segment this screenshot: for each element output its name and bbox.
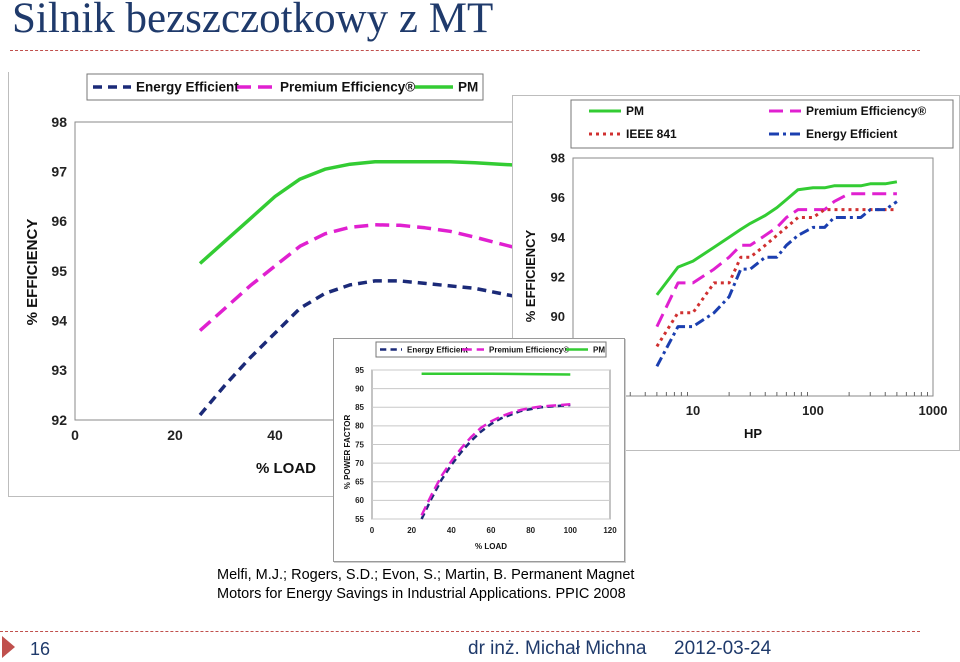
legend-label: Premium Efficiency® xyxy=(806,104,926,118)
footer-divider xyxy=(0,631,920,632)
slide-marker-icon xyxy=(2,636,15,658)
series-line xyxy=(198,223,521,332)
x-tick-label: 1000 xyxy=(919,403,948,418)
x-tick-label: 20 xyxy=(167,427,183,443)
x-tick-label: 100 xyxy=(564,526,578,535)
y-tick-label: 97 xyxy=(51,164,67,180)
reference-citation: Melfi, M.J.; Rogers, S.D.; Evon, S.; Mar… xyxy=(217,566,634,604)
y-tick-label: 90 xyxy=(551,309,565,324)
series-line xyxy=(655,192,897,328)
footer-date: 2012-03-24 xyxy=(674,638,772,659)
y-tick-label: 94 xyxy=(551,230,566,245)
y-tick-label: 94 xyxy=(51,313,67,329)
y-tick-label: 60 xyxy=(355,496,364,505)
footer-author: dr inż. Michał Michna xyxy=(468,638,647,659)
legend-label: Energy Efficient xyxy=(136,80,239,95)
y-tick-label: 75 xyxy=(355,440,364,449)
y-tick-label: 96 xyxy=(551,190,565,205)
y-tick-label: 92 xyxy=(51,412,67,428)
series-line xyxy=(198,279,521,417)
y-axis-label: % POWER FACTOR xyxy=(343,415,352,490)
legend-label: PM xyxy=(458,80,478,95)
legend-label: Energy Efficient xyxy=(806,127,897,141)
y-tick-label: 80 xyxy=(355,422,364,431)
x-axis-label: HP xyxy=(744,426,762,441)
series-line xyxy=(655,208,897,348)
y-tick-label: 70 xyxy=(355,459,364,468)
legend-box xyxy=(375,341,607,358)
y-tick-label: 92 xyxy=(551,270,565,285)
legend-label: PM xyxy=(626,104,644,118)
x-tick-label: 80 xyxy=(526,526,535,535)
series-line xyxy=(420,403,571,516)
x-tick-label: 60 xyxy=(487,526,496,535)
power-factor-vs-load-plot: 55 60 65 70 75 80 85 90 95 0 20 40 60 80 100 120 % LOAD%… xyxy=(343,341,617,551)
x-axis-label: % LOAD xyxy=(256,460,316,477)
y-tick-label: 93 xyxy=(51,362,67,378)
x-tick-label: 10 xyxy=(686,403,700,418)
legend-label: IEEE 841 xyxy=(626,127,677,141)
x-tick-label: 0 xyxy=(71,427,79,443)
reference-line-2: Motors for Energy Savings in Industrial … xyxy=(217,586,626,602)
x-tick-label: 20 xyxy=(407,526,416,535)
series-line xyxy=(655,200,898,368)
slide-number: 16 xyxy=(30,639,51,659)
y-tick-label: 95 xyxy=(355,366,364,375)
series-line xyxy=(420,403,571,520)
x-tick-label: 40 xyxy=(447,526,456,535)
power-factor-vs-load-chart: 55 60 65 70 75 80 85 90 95 0 20 40 60 80 100 120 % LOAD%… xyxy=(333,338,625,562)
x-tick-label: 120 xyxy=(603,526,617,535)
reference-line-1: Melfi, M.J.; Rogers, S.D.; Evon, S.; Mar… xyxy=(217,567,635,583)
legend-box xyxy=(570,99,954,149)
x-tick-label: 40 xyxy=(267,427,283,443)
y-tick-label: 55 xyxy=(355,515,364,524)
y-tick-label: 90 xyxy=(355,384,364,393)
legend-label: PM xyxy=(593,345,605,354)
legend-label: Premium Efficiency® xyxy=(489,345,569,354)
series-line xyxy=(198,159,521,265)
y-tick-label: 98 xyxy=(551,151,565,166)
legend-label: Premium Efficiency® xyxy=(280,80,415,95)
y-tick-label: 95 xyxy=(51,263,67,279)
y-tick-label: 96 xyxy=(51,213,67,229)
title-divider xyxy=(10,50,920,51)
plot-area xyxy=(572,157,934,397)
x-tick-label: 0 xyxy=(370,526,375,535)
efficiency-vs-hp-chart: 90 92 94 96 98 10 100 1000 HP % EFFICIENCY PM Premi… xyxy=(512,95,960,451)
y-axis-label: % EFFICIENCY xyxy=(523,229,538,322)
efficiency-vs-load-chart: 929394959697980204060% LOAD% EFFICIENCYE… xyxy=(8,72,521,497)
y-tick-label: 85 xyxy=(355,403,364,412)
y-tick-label: 65 xyxy=(355,478,364,487)
series-line xyxy=(421,372,571,376)
series-line xyxy=(655,180,898,296)
efficiency-vs-hp-plot: 90 92 94 96 98 10 100 1000 HP % EFFICIENCY PM Premi… xyxy=(523,99,954,441)
x-axis-label: % LOAD xyxy=(475,542,507,551)
y-axis-label: % EFFICIENCY xyxy=(24,219,41,326)
x-tick-label: 100 xyxy=(802,403,824,418)
legend-label: Energy Efficient xyxy=(407,345,468,354)
slide-title: Silnik bezszczotkowy z MT xyxy=(12,0,494,42)
y-tick-label: 98 xyxy=(51,114,67,130)
